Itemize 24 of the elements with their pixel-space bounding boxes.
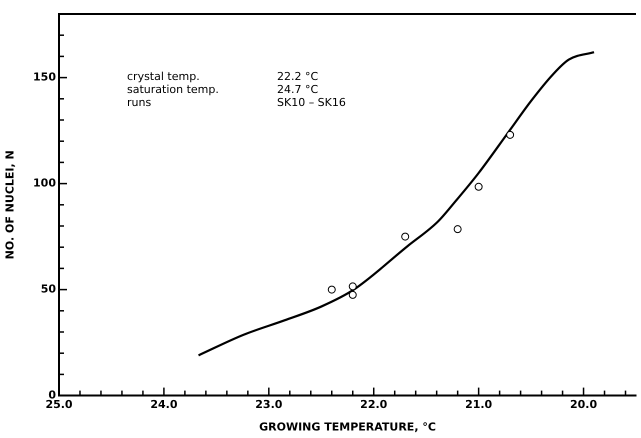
x-axis-title: GROWING TEMPERATURE, °C <box>259 420 436 434</box>
x-tick-label: 24.0 <box>150 398 178 412</box>
point <box>506 130 514 139</box>
point <box>348 282 357 290</box>
y-axis-title: NO. OF NUCLEI, N <box>3 150 16 260</box>
y-tick-label: 50 <box>40 282 56 296</box>
x-tick-label: 23.0 <box>255 398 283 412</box>
x-tick-label: 21.0 <box>465 398 493 412</box>
x-tick-label: 22.0 <box>360 398 388 412</box>
annotation: SK10 – SK16 <box>277 96 346 109</box>
point <box>454 225 462 234</box>
annotation: runs <box>127 96 152 109</box>
annotation: 22.2 °C <box>277 70 318 83</box>
x-tick-label: 25.0 <box>45 398 73 412</box>
point <box>474 182 483 191</box>
point <box>401 232 410 241</box>
point <box>348 290 357 299</box>
x-tick-label: 20.0 <box>570 398 598 412</box>
annotation: crystal temp. <box>127 70 200 83</box>
y-tick-label: 100 <box>33 176 56 190</box>
annotation: 24.7 °C <box>277 82 318 96</box>
point <box>328 286 336 294</box>
annotation: saturation temp. <box>127 82 219 96</box>
y-tick-label: 150 <box>33 70 56 84</box>
